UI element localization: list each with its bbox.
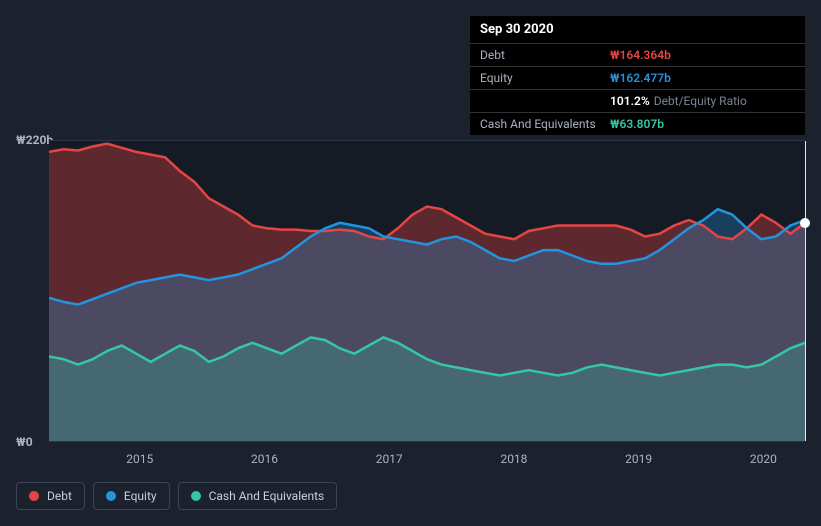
x-axis-label: 2019: [625, 452, 652, 466]
legend-item-debt[interactable]: Debt: [16, 482, 85, 510]
tooltip-date: Sep 30 2020: [470, 16, 805, 43]
tooltip-row: Equity₩162.477b: [470, 66, 805, 89]
chart-marker-dot: [800, 218, 810, 228]
legend-swatch: [106, 491, 116, 501]
x-axis-label: 2016: [251, 452, 278, 466]
chart-plot[interactable]: [49, 140, 805, 442]
legend-item-cash-and-equivalents[interactable]: Cash And Equivalents: [178, 482, 338, 510]
tooltip-row: 101.2% Debt/Equity Ratio: [470, 89, 805, 112]
legend-item-equity[interactable]: Equity: [93, 482, 170, 510]
tooltip-row: Debt₩164.364b: [470, 43, 805, 66]
legend-label: Equity: [124, 489, 157, 503]
legend-label: Debt: [47, 489, 72, 503]
y-axis-label: ₩0: [16, 435, 33, 449]
x-axis-label: 2018: [500, 452, 527, 466]
tooltip-row-label: Debt: [480, 48, 610, 62]
chart-legend: Debt Equity Cash And Equivalents: [16, 482, 337, 510]
tooltip-row-value: ₩162.477b: [610, 71, 671, 85]
x-axis-label: 2017: [376, 452, 403, 466]
tooltip-row: Cash And Equivalents₩63.807b: [470, 112, 805, 135]
legend-label: Cash And Equivalents: [209, 489, 325, 503]
tooltip-row-value: ₩164.364b: [610, 48, 671, 62]
legend-swatch: [29, 491, 39, 501]
tooltip-row-value: ₩63.807b: [610, 117, 664, 131]
tooltip-row-suffix: Debt/Equity Ratio: [654, 94, 747, 108]
chart-marker-line: [805, 141, 806, 441]
legend-swatch: [191, 491, 201, 501]
tooltip-row-label: Cash And Equivalents: [480, 117, 610, 131]
chart-tooltip: Sep 30 2020 Debt₩164.364bEquity₩162.477b…: [470, 16, 805, 135]
x-axis-label: 2020: [750, 452, 777, 466]
x-axis-label: 2015: [126, 452, 153, 466]
tooltip-row-label: Equity: [480, 71, 610, 85]
y-axis-label: ₩220b: [16, 133, 53, 147]
tooltip-row-value: 101.2%: [610, 94, 650, 108]
chart-container: ₩0 ₩220b 2015 2016 2017 2018 2019 2020: [16, 120, 805, 472]
